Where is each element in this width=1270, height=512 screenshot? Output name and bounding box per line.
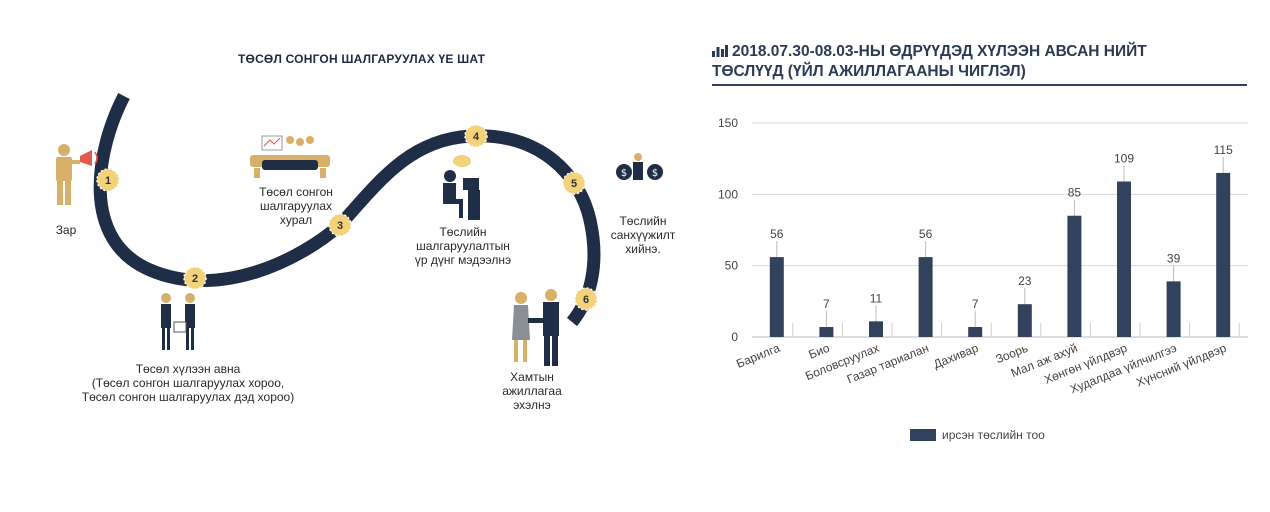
meeting-people-icon [161, 293, 195, 350]
chart-grid [752, 122, 1248, 338]
bar-chart-panel: 2018.07.30-08.03-НЫ ӨДРҮҮДЭД ХҮЛЭЭН АВСА… [700, 0, 1270, 512]
step-label-6: Хамтын ажиллагаа эхэлнэ [502, 370, 562, 412]
data-label: 56 [770, 227, 784, 241]
handshake-icon [512, 289, 559, 366]
data-label: 85 [1068, 186, 1082, 200]
infographic-title: ТӨСӨЛ СОНГОН ШАЛГАРУУЛАХ ҮЕ ШАТ [238, 52, 486, 66]
bar-7 [1067, 215, 1082, 337]
step-badge-2: 2 [183, 266, 207, 290]
svg-text:1: 1 [105, 175, 111, 187]
data-label: 39 [1167, 251, 1181, 265]
data-label: 115 [1214, 143, 1233, 157]
bar-8 [1117, 181, 1131, 337]
step-badge-1: 1 [96, 168, 120, 192]
data-label: 7 [972, 297, 979, 311]
title-divider [712, 84, 1247, 86]
bar-4 [918, 257, 933, 337]
step-label-4: Төслийн шалгаруулалтын үр дүнг мэдээлнэ [414, 225, 512, 267]
step-label-2: Төсөл хүлээн авна (Төсөл сонгон шалгаруу… [81, 362, 295, 404]
step-label-3: Төсөл сонгон шалгаруулах хурал [259, 185, 333, 227]
money-bags-icon: $ $ [616, 153, 663, 180]
data-label: 23 [1018, 274, 1032, 288]
bar-6 [1017, 304, 1032, 337]
data-label: 56 [919, 227, 933, 241]
step-badges: 1 2 3 4 5 6 [96, 124, 598, 311]
process-road: $ $ [56, 93, 663, 366]
step-badge-6: 6 [574, 287, 598, 311]
x-tick-label: Барилга [734, 341, 782, 371]
svg-text:2: 2 [192, 273, 198, 285]
bar-9 [1166, 281, 1181, 337]
svg-text:$: $ [621, 168, 627, 179]
y-tick-label: 50 [725, 259, 739, 273]
data-label: 109 [1114, 151, 1134, 165]
chart-labels: 05010015056Барилга7Био11Боловсруулах56Га… [718, 116, 1233, 396]
step-label-5: Төслийн санхүүжилт хийнэ. [610, 214, 676, 256]
svg-text:$: $ [652, 168, 658, 179]
step-badge-4: 4 [464, 124, 488, 148]
step-label-1: Зар [55, 223, 77, 237]
chart-title-line-1: 2018.07.30-08.03-НЫ ӨДРҮҮДЭД ХҮЛЭЭН АВСА… [732, 43, 1147, 60]
legend-label: ирсэн төслийн тоо [942, 428, 1045, 442]
chart-bars [769, 172, 1231, 337]
data-label: 7 [823, 297, 830, 311]
chart-title-line-2: ТӨСЛҮҮД (ҮЙЛ АЖИЛЛАГААНЫ ЧИГЛЭЛ) [712, 63, 1026, 80]
road-path [93, 93, 601, 327]
svg-text:4: 4 [473, 131, 480, 143]
bar-2 [819, 327, 834, 337]
computer-worker-icon [443, 155, 480, 220]
svg-text:6: 6 [583, 294, 589, 306]
x-tick-label: Дахивар [931, 341, 980, 372]
bar-10 [1216, 172, 1231, 337]
presentation-icon [250, 135, 330, 178]
chart-legend: ирсэн төслийн тоо [910, 428, 1045, 442]
bar-1 [769, 257, 784, 337]
y-tick-label: 0 [731, 330, 738, 344]
svg-text:3: 3 [337, 220, 343, 232]
bar-5 [968, 327, 983, 337]
x-tick-label: Био [807, 341, 832, 362]
svg-text:5: 5 [571, 178, 577, 190]
y-tick-label: 100 [718, 187, 738, 201]
bar-3 [869, 321, 883, 337]
step-badge-5: 5 [562, 171, 586, 195]
chart-title: 2018.07.30-08.03-НЫ ӨДРҮҮДЭД ХҮЛЭЭН АВСА… [712, 42, 1252, 82]
step-badge-3: 3 [328, 213, 352, 237]
bar-chart: 05010015056Барилга7Био11Боловсруулах56Га… [718, 116, 1248, 396]
data-label: 11 [870, 291, 883, 305]
y-tick-label: 150 [718, 116, 738, 130]
megaphone-person-icon [56, 144, 98, 205]
bar-chart-icon [712, 45, 728, 57]
process-infographic: ТӨСӨЛ СОНГОН ШАЛГАРУУЛАХ ҮЕ ШАТ [55, 52, 676, 412]
legend-swatch [910, 429, 936, 441]
